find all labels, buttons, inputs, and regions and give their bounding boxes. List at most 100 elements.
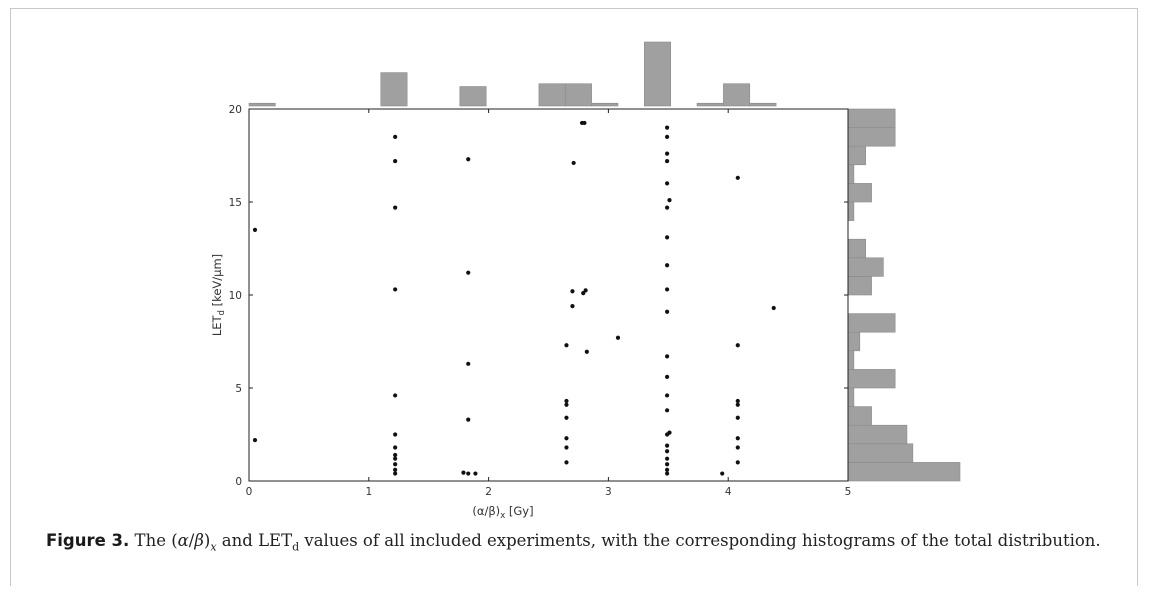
data-point [393,462,398,467]
data-point [665,181,670,186]
y-histogram-bar [847,331,861,352]
x-tick-label: 4 [725,486,732,498]
caption-part: / [188,531,195,550]
x-histogram-bar [723,83,751,107]
y-histogram-bar [847,387,855,407]
y-histogram-bar [847,424,908,445]
data-point [665,471,670,476]
data-point [564,445,569,450]
data-point [735,460,740,465]
y-marginal-histogram [847,108,961,482]
data-point [665,158,670,164]
data-point [735,343,740,348]
data-point [665,235,670,240]
x-histogram-bar [696,102,724,107]
data-point [466,270,471,275]
data-point [665,263,670,268]
data-point [665,151,670,156]
data-point [665,393,670,398]
data-point [393,393,398,398]
data-point [665,134,670,139]
x-histogram-bar [459,86,487,107]
data-point [583,288,588,293]
y-histogram-bar [847,443,914,463]
data-point [393,467,398,472]
data-point [735,445,740,450]
data-point [393,471,398,476]
data-point [665,443,670,448]
data-point [667,198,672,203]
y-axis-label: LETd [keV/μm] [210,254,227,336]
data-point [665,462,670,467]
data-point [393,158,398,164]
data-point [570,289,575,294]
caption-part: values of all included experiments, with… [299,531,1101,550]
data-point [466,157,471,162]
y-histogram-bar [847,238,866,259]
figure-frame [10,8,1138,586]
data-point [564,343,569,348]
data-point [582,120,587,126]
data-point [564,460,569,465]
y-histogram-bar [847,313,896,333]
data-point [581,291,586,296]
caption-alpha: α [177,531,189,550]
data-point [771,305,776,311]
y-histogram-bar [847,276,872,296]
data-point [584,349,589,354]
data-point [564,436,569,441]
y-histogram-bar [847,108,896,128]
data-point [735,175,740,180]
data-point [735,402,740,407]
x-marginal-histogram [248,41,777,107]
data-point [665,374,670,379]
figure-label: Figure 3. [46,531,130,550]
y-histogram-bar [847,369,896,389]
x-histogram-bar [564,83,592,107]
y-tick-label: 20 [229,104,242,116]
data-point [665,408,670,413]
data-point [564,398,569,404]
y-tick-label: 15 [229,197,242,209]
x-histogram-bar [591,102,619,107]
data-point [461,470,466,475]
data-point [252,227,258,232]
data-point [252,437,258,443]
figure-caption: Figure 3. The (α/β)x and LETd values of … [46,531,1136,553]
data-point [393,452,398,458]
data-point [393,456,398,461]
data-point [665,467,670,472]
y-histogram-bar [847,406,872,426]
x-axis-ticks: 0 1 2 3 4 5 [246,109,852,498]
x-histogram-bar [538,83,566,107]
y-histogram-bar [847,462,961,482]
data-point [615,335,621,340]
y-histogram-bar [847,183,872,203]
x-histogram-bar [380,72,408,107]
x-tick-label: 0 [246,486,253,498]
y-histogram-bar [847,201,855,221]
data-point [393,432,398,437]
data-point [665,456,670,461]
caption-beta: β [194,531,204,550]
x-histogram-bar [749,102,777,107]
data-point [665,287,670,292]
scatter-with-marginal-histograms: 0 1 2 3 4 5 0 5 10 15 20 (α/β)x [Gy] LETd [keV/μm… [210,41,961,521]
data-point [735,398,740,404]
x-tick-label: 3 [605,486,612,498]
caption-part: The ( [129,531,178,550]
data-point [466,471,471,476]
data-point [665,449,670,454]
data-point [466,361,471,366]
data-point [735,436,740,441]
data-point [571,160,576,166]
y-histogram-bar [847,350,855,370]
data-point [665,432,670,437]
x-axis-label: (α/β)x [Gy] [472,504,533,521]
x-tick-label: 5 [845,486,852,498]
data-point [473,471,478,476]
data-point [570,304,575,309]
caption-part: ) [203,531,211,550]
data-point [393,445,398,450]
data-point [665,125,670,130]
